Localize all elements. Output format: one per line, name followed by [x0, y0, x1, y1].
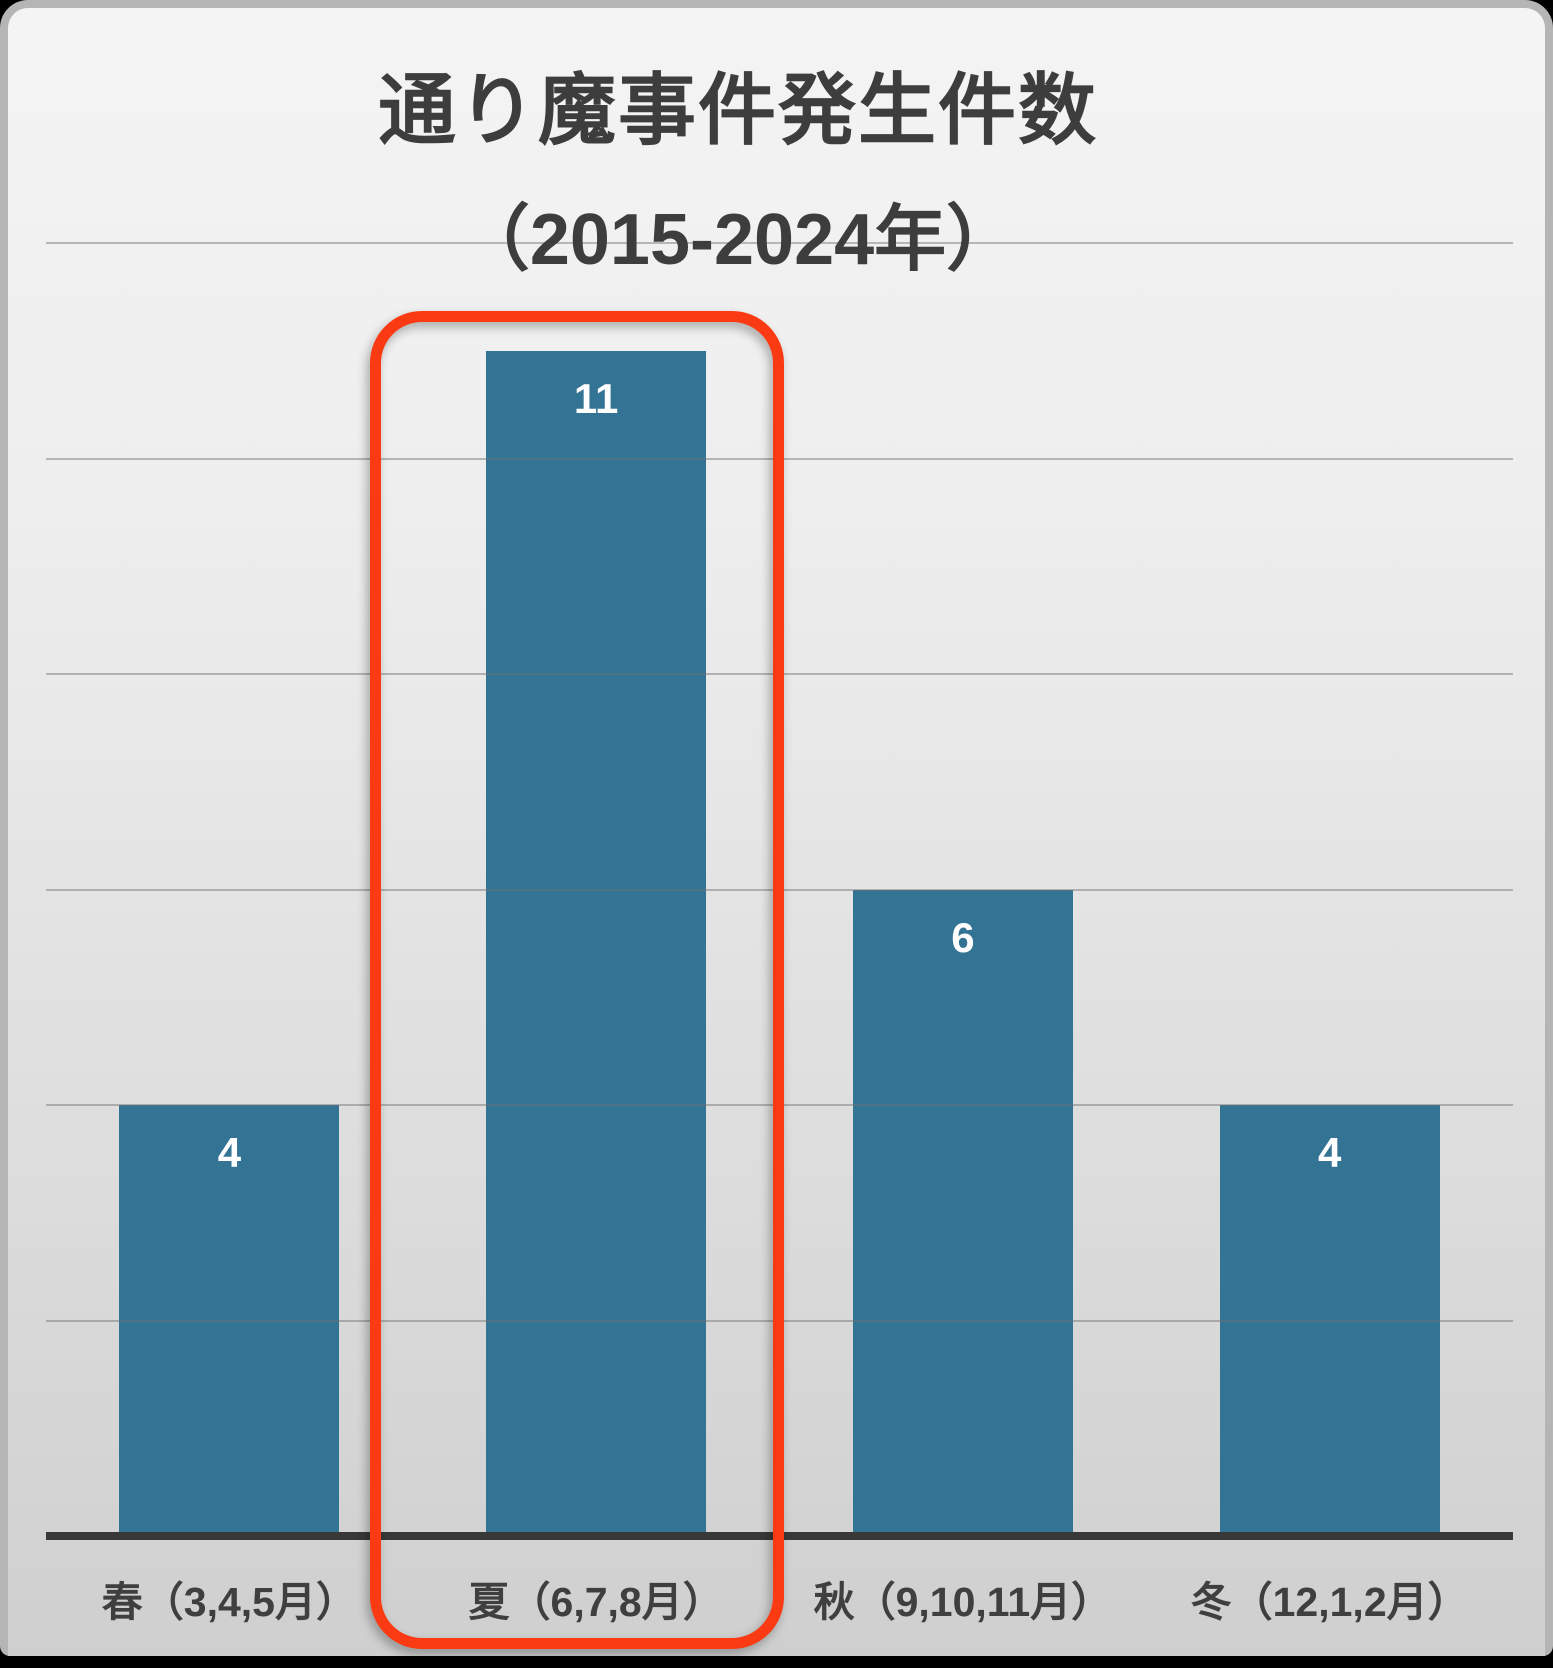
x-axis-label-3: 冬（12,1,2月） — [1190, 1579, 1469, 1625]
chart-title: 通り魔事件発生件数 — [377, 66, 1098, 154]
x-axis-label-2: 秋（9,10,11月） — [813, 1579, 1113, 1625]
slide-background: 通り魔事件発生件数 （2015‐2024年） 4 春（3,4,5月） 11 夏（6,7… — [8, 8, 1545, 1656]
highlight-ring — [370, 311, 784, 1649]
bar-0: 4 — [119, 1105, 340, 1536]
bar-value-label: 4 — [217, 1129, 242, 1176]
bar-value-label: 4 — [1317, 1129, 1342, 1176]
bar-value-label: 6 — [951, 913, 975, 961]
bar-1: 11 — [486, 350, 707, 1536]
x-axis-label-1: 夏（6,7,8月） — [468, 1579, 724, 1625]
bar-value-label: 11 — [573, 374, 619, 422]
gridline — [46, 242, 1513, 244]
chart-subtitle: （2015‐2024年） — [457, 200, 1019, 280]
bar-2: 6 — [852, 889, 1073, 1536]
x-axis-label-0: 春（3,4,5月） — [101, 1579, 357, 1625]
bar-3: 4 — [1219, 1105, 1440, 1536]
